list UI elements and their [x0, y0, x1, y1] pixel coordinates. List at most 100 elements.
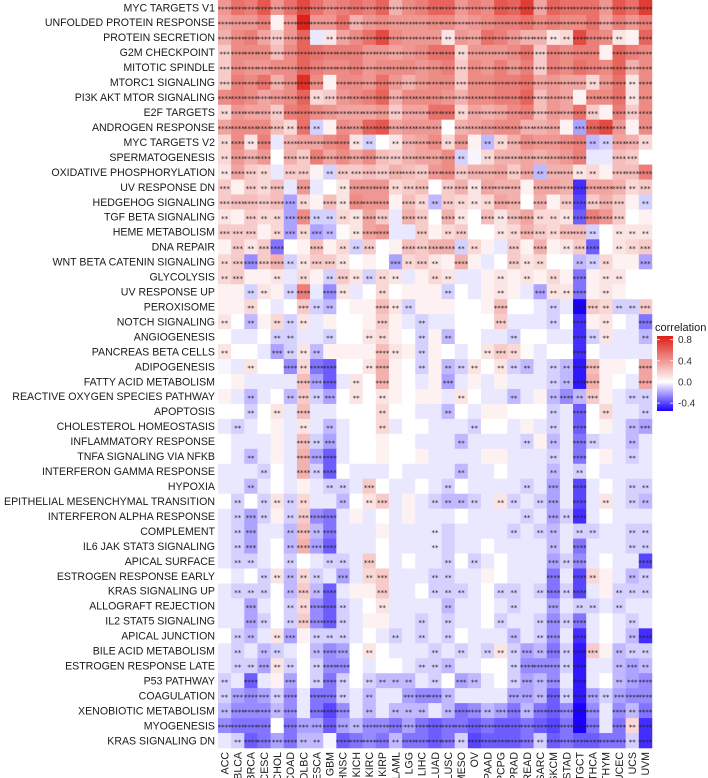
- heatmap-cell: [494, 598, 508, 614]
- heatmap-cell: [494, 104, 508, 120]
- heatmap-cell: [520, 344, 534, 360]
- heatmap-cell: [375, 29, 390, 46]
- significance-label: ***: [259, 200, 270, 208]
- heatmap-cell: [586, 299, 600, 315]
- significance-label: ****: [428, 140, 443, 148]
- heatmap-cell: [612, 403, 626, 420]
- significance-label: ***: [285, 679, 296, 687]
- significance-label: **: [300, 230, 308, 238]
- heatmap-cell: [586, 478, 600, 494]
- heatmap-cell: [310, 478, 324, 494]
- heatmap-cell: [454, 104, 469, 120]
- significance-label: **: [313, 95, 321, 103]
- significance-label: **: [247, 365, 255, 373]
- significance-label: **: [602, 320, 610, 328]
- heatmap-cell: [481, 688, 495, 704]
- heatmap-cell: [612, 29, 626, 46]
- significance-label: ***: [338, 170, 349, 178]
- significance-label: **: [313, 634, 321, 642]
- heatmap-cell: [428, 418, 442, 435]
- heatmap-cell: [520, 44, 534, 61]
- heatmap-cell: [612, 329, 626, 345]
- heatmap-cell: [388, 299, 403, 315]
- heatmap-cell: [454, 254, 469, 270]
- heatmap-cell: [612, 374, 626, 390]
- heatmap-cell: [296, 673, 311, 689]
- significance-label: **: [366, 694, 374, 702]
- significance-label: **: [261, 185, 269, 193]
- heatmap-cell: [349, 374, 363, 390]
- significance-label: ****: [257, 35, 272, 43]
- heatmap-cell: [402, 209, 416, 225]
- heatmap-cell: [257, 59, 271, 76]
- heatmap-cell: [375, 463, 390, 480]
- heatmap-cell: [336, 239, 350, 255]
- significance-label: **: [287, 260, 295, 268]
- heatmap-cell: [375, 119, 390, 135]
- row-label: EPITHELIAL MESENCHYMAL TRANSITION: [4, 496, 215, 508]
- significance-label: **: [247, 320, 255, 328]
- significance-label: **: [353, 379, 361, 387]
- significance-label: ****: [573, 335, 588, 343]
- significance-label: **: [497, 589, 505, 597]
- significance-label: ***: [377, 589, 388, 597]
- significance-label: ****: [573, 544, 588, 552]
- significance-label: **: [405, 305, 413, 313]
- heatmap-cell: [362, 284, 377, 300]
- heatmap-cell: [388, 44, 403, 61]
- significance-label: **: [445, 335, 453, 343]
- heatmap-cell: [625, 284, 640, 300]
- heatmap-cell: [415, 209, 429, 225]
- significance-label: ****: [586, 709, 601, 717]
- heatmap-cell: [520, 613, 534, 629]
- heatmap-cell: [218, 598, 232, 614]
- heatmap-cell: [402, 643, 416, 659]
- heatmap-cell: [599, 523, 613, 539]
- heatmap-cell: [388, 269, 403, 285]
- significance-label: ****: [546, 679, 561, 687]
- significance-label: **: [602, 305, 610, 313]
- significance-label: **: [221, 170, 229, 178]
- heatmap-cell: [402, 463, 416, 480]
- significance-label: ***: [495, 709, 506, 717]
- row-label: PEROXISOME: [144, 301, 215, 313]
- heatmap-cell: [283, 74, 298, 91]
- significance-label: ***: [443, 185, 454, 193]
- row-label: BILE ACID METABOLISM: [93, 646, 215, 658]
- heatmap-cell: [638, 329, 653, 345]
- significance-label: **: [313, 394, 321, 402]
- heatmap-cell: [257, 508, 271, 524]
- significance-label: ***: [272, 739, 283, 747]
- heatmap-cell: [375, 314, 390, 330]
- significance-label: **: [510, 499, 518, 507]
- row-label: OXIDATIVE PHOSPHORYLATION: [51, 167, 215, 179]
- heatmap-cell: [559, 359, 574, 375]
- heatmap-cell: [244, 344, 258, 360]
- heatmap-cell: [323, 448, 337, 465]
- significance-label: ***: [311, 454, 322, 462]
- significance-label: **: [287, 559, 295, 567]
- heatmap-cell: [533, 0, 548, 16]
- significance-label: ****: [296, 95, 311, 103]
- heatmap-cell: [586, 359, 600, 375]
- significance-label: ****: [638, 80, 653, 88]
- heatmap-cell: [428, 209, 442, 225]
- heatmap-cell: [362, 508, 377, 524]
- heatmap-cell: [362, 493, 377, 509]
- heatmap-cell: [296, 478, 311, 494]
- significance-label: **: [642, 230, 650, 238]
- heatmap-cell: [573, 374, 587, 390]
- heatmap-cell: [520, 583, 534, 599]
- heatmap-cell: [612, 433, 626, 450]
- heatmap-cell: [454, 344, 469, 360]
- heatmap-cell: [218, 613, 232, 629]
- heatmap-cell: [270, 269, 285, 285]
- heatmap-cell: [375, 44, 390, 61]
- heatmap-cell: [494, 463, 508, 480]
- significance-label: ****: [323, 589, 338, 597]
- significance-label: **: [576, 604, 584, 612]
- heatmap-cell: [283, 388, 298, 405]
- significance-label: **: [642, 499, 650, 507]
- heatmap-cell: [323, 134, 337, 150]
- row-label: UNFOLDED PROTEIN RESPONSE: [45, 17, 215, 29]
